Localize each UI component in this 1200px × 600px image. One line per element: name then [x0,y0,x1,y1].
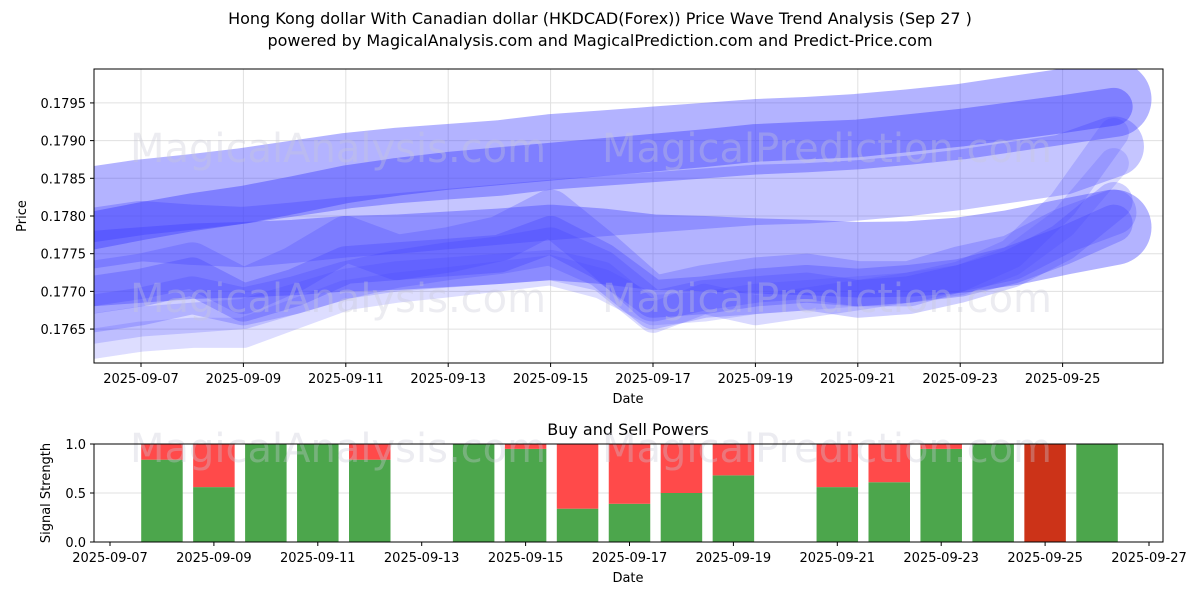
sell-bar [556,444,599,509]
buy-bar [608,503,651,542]
sell-bar [920,444,962,449]
price-y-tick-label: 0.1770 [41,285,87,300]
sell-bar [349,444,391,460]
buy-bar [1076,444,1118,542]
signal-x-tick-label: 2025-09-27 [1111,551,1187,566]
price-y-tick-label: 0.1765 [41,323,87,338]
buy-bar [193,487,235,542]
signal-axes: 0.0 0.5 1.0 2025-09-07 2025-09-09 2025-09-11 2… [65,438,1186,566]
buy-bar [712,475,755,542]
price-x-tick-label: 2025-09-15 [513,372,589,387]
wave-band-upper-wave-wide [94,69,1152,242]
price-y-tick-label: 0.1795 [41,97,87,112]
price-y-tick-label: 0.1785 [41,172,87,187]
price-y-axis-label: Price [15,200,30,232]
sell-bar [193,444,235,488]
wave-band-upper-wave-2 [94,116,1144,269]
price-axes: 2025-09-07 2025-09-09 2025-09-11 2025-09-13… [41,97,1101,387]
price-y-tick-label: 0.1790 [41,135,87,150]
sell-bar [816,444,859,488]
buy-bar [972,444,1014,542]
buy-bar [297,444,339,542]
buy-bar [660,493,703,542]
sell-bar [608,444,651,504]
price-x-tick-label: 2025-09-23 [922,372,998,387]
watermark-mid-left: MagicalAnalysis.com [130,276,546,322]
watermark-bottom-left: MagicalAnalysis.com [130,426,546,472]
signal-x-tick-label: 2025-09-23 [903,551,979,566]
wave-band-lower-wave-1 [94,189,1137,322]
buy-sell-title: Buy and Sell Powers [547,420,709,439]
buy-bar [141,459,183,542]
price-x-tick-label: 2025-09-07 [103,372,179,387]
price-x-axis-label: Date [612,392,643,407]
price-x-tick-label: 2025-09-11 [308,372,384,387]
chart-title: Hong Kong dollar With Canadian dollar (H… [228,9,972,28]
wave-bands [94,69,1152,359]
price-x-tick-label: 2025-09-21 [820,372,896,387]
signal-y-tick-label: 1.0 [65,438,86,453]
signal-x-tick-label: 2025-09-21 [800,551,876,566]
price-y-tick-label: 0.1775 [41,248,87,263]
signal-x-tick-label: 2025-09-15 [488,551,564,566]
sell-bar [868,444,910,483]
buy-bar [452,444,495,542]
signal-x-tick-label: 2025-09-13 [384,551,460,566]
watermark-bottom-right: MagicalPrediction.com [602,426,1052,472]
wave-band-lower-wave-4 [94,118,1129,344]
buy-bar [920,448,962,542]
signal-x-tick-label: 2025-09-25 [1007,551,1083,566]
sell-bar [712,444,755,476]
signal-y-tick-label: 0.5 [65,487,86,502]
strong-sell-bar [1024,444,1066,542]
price-x-tick-label: 2025-09-09 [206,372,282,387]
buy-bar [504,448,547,542]
buy-bar [556,508,599,542]
buy-bar [349,459,391,542]
chart-subtitle: powered by MagicalAnalysis.com and Magic… [267,31,933,50]
price-x-tick-label: 2025-09-13 [410,372,486,387]
watermark-top-right: MagicalPrediction.com [602,126,1052,172]
buy-bar [868,482,910,542]
signal-y-tick-label: 0.0 [65,536,86,551]
price-x-tick-label: 2025-09-19 [718,372,794,387]
watermark-top-left: MagicalAnalysis.com [130,126,546,172]
wave-band-lower-wave-2 [94,204,1133,322]
buy-bar [816,487,859,542]
buy-bar [245,444,287,542]
wave-band-upper-wave-core [94,87,1133,250]
sell-bar [660,444,703,493]
signal-x-tick-label: 2025-09-09 [176,551,252,566]
sell-bar [141,444,183,460]
sell-bar [504,444,547,449]
signal-bars [141,444,1118,542]
signal-x-axis-label: Date [612,571,643,586]
signal-x-tick-label: 2025-09-07 [72,551,148,566]
price-x-tick-label: 2025-09-17 [615,372,691,387]
signal-x-tick-label: 2025-09-17 [592,551,668,566]
watermark-mid-right: MagicalPrediction.com [602,276,1052,322]
wave-band-lower-wave-wide [94,189,1152,307]
wave-band-lower-wave-3 [94,182,1133,333]
price-y-tick-label: 0.1780 [41,210,87,225]
signal-y-axis-label: Signal Strength [39,443,54,543]
price-x-tick-label: 2025-09-25 [1025,372,1101,387]
wave-band-lower-wave-5 [94,148,1129,359]
signal-x-tick-label: 2025-09-19 [696,551,772,566]
signal-x-tick-label: 2025-09-11 [280,551,356,566]
price-grid [94,69,1163,363]
